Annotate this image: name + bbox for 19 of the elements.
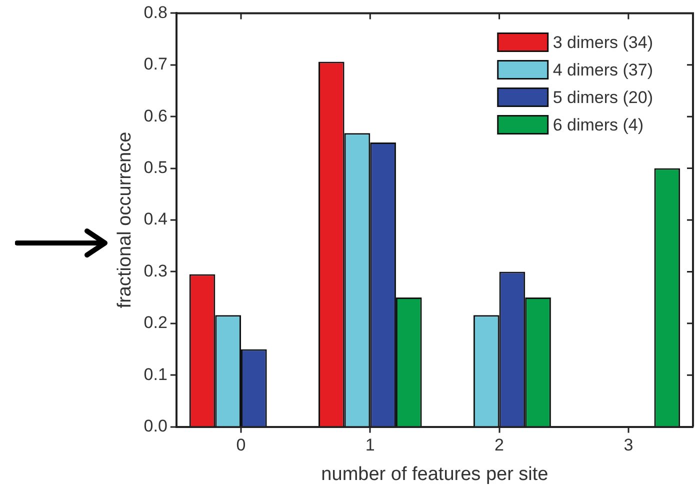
x-tick-label: 1	[365, 436, 375, 455]
y-tick-label: 0.3	[144, 261, 168, 280]
y-tick-label: 0.5	[144, 158, 168, 177]
y-tick-label: 0.8	[144, 2, 168, 22]
x-tick-label: 0	[236, 436, 246, 455]
legend-label: 5 dimers (20)	[552, 88, 653, 107]
y-axis-title: fractional occurrence	[114, 132, 136, 308]
y-tick-label: 0.2	[144, 313, 168, 332]
legend-label: 4 dimers (37)	[552, 60, 653, 80]
y-tick-label: 0.7	[144, 54, 168, 74]
legend-label: 3 dimers (34)	[552, 32, 653, 52]
y-tick-label: 0.0	[144, 416, 168, 436]
x-axis-title: number of features per site	[321, 464, 548, 485]
y-tick-label: 0.4	[144, 210, 168, 229]
x-tick-label: 2	[494, 436, 504, 455]
y-tick-label: 0.1	[144, 364, 168, 384]
legend-label: 6 dimers (4)	[552, 115, 644, 134]
x-tick-label: 3	[624, 436, 634, 455]
y-tick-label: 0.6	[144, 106, 168, 126]
